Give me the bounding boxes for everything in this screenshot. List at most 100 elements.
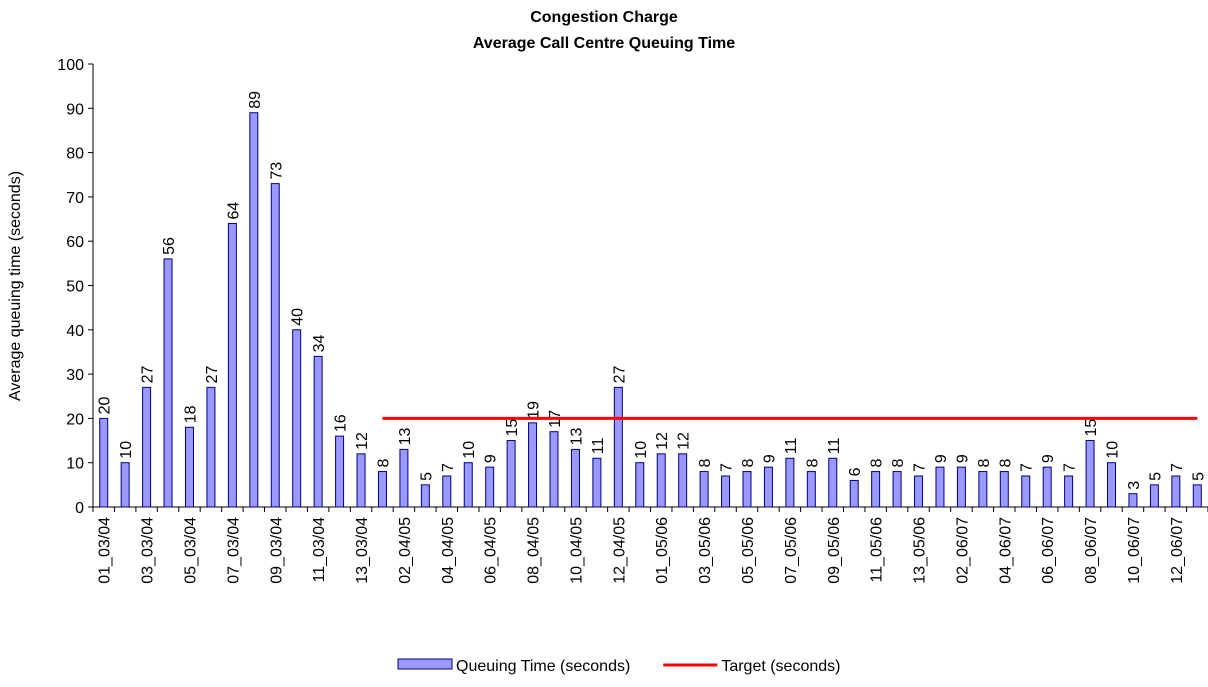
bar: [871, 471, 881, 508]
data-label: 10: [461, 441, 478, 459]
data-label: 10: [118, 441, 135, 459]
data-label: 27: [204, 365, 221, 383]
data-label: 3: [1126, 481, 1143, 490]
x-tick-label: 02_06/07: [954, 517, 971, 584]
data-label: 5: [1190, 472, 1207, 481]
bar: [635, 462, 645, 508]
bar: [206, 386, 216, 508]
y-axis-label: Average queuing time (seconds): [7, 171, 24, 401]
y-tick-label: 20: [66, 411, 84, 428]
bar: [335, 435, 345, 508]
x-tick-label: 11_05/06: [869, 517, 886, 583]
bar: [227, 222, 237, 508]
bar: [485, 466, 495, 508]
x-tick-label: 03_03/04: [140, 517, 157, 584]
bar: [442, 475, 452, 508]
data-label: 8: [997, 459, 1014, 468]
bar: [1128, 493, 1138, 508]
bar: [1085, 440, 1095, 508]
chart-subtitle: Average Call Centre Queuing Time: [473, 35, 735, 52]
data-label: 8: [740, 459, 757, 468]
x-tick-label: 12_06/07: [1169, 517, 1186, 584]
legend-label: Queuing Time (seconds): [456, 658, 630, 675]
bar: [1192, 484, 1202, 508]
data-label: 13: [397, 428, 414, 446]
y-tick-label: 80: [66, 146, 84, 163]
x-tick-label: 02_04/05: [397, 517, 414, 584]
x-tick-label: 09_05/06: [826, 517, 843, 584]
y-tick-label: 40: [66, 323, 84, 340]
data-label: 7: [719, 463, 736, 472]
bar: [914, 475, 924, 508]
bar: [763, 466, 773, 508]
bar: [377, 471, 387, 508]
data-label: 9: [761, 454, 778, 463]
bar: [292, 329, 302, 508]
y-tick-label: 90: [66, 101, 84, 118]
x-tick-label: 07_05/06: [783, 517, 800, 584]
bar: [699, 471, 709, 508]
data-label: 10: [1105, 441, 1122, 459]
x-tick-label: 05_05/06: [740, 517, 757, 584]
x-tick-label: 13_03/04: [354, 517, 371, 584]
data-label: 89: [247, 91, 264, 109]
data-label: 12: [676, 432, 693, 450]
bar: [721, 475, 731, 508]
bar: [120, 462, 130, 508]
bar: [313, 355, 323, 508]
legend-label: Target (seconds): [721, 658, 840, 675]
bar: [420, 484, 430, 508]
data-label: 18: [182, 405, 199, 423]
bar: [163, 258, 173, 508]
bar: [935, 466, 945, 508]
chart-title: Congestion Charge: [530, 9, 678, 26]
y-tick-label: 70: [66, 190, 84, 207]
x-tick-label: 08_06/07: [1083, 517, 1100, 584]
data-label: 6: [847, 467, 864, 476]
bar: [785, 457, 795, 508]
y-tick-label: 0: [75, 500, 84, 517]
x-tick-label: 12_04/05: [611, 517, 628, 584]
data-label: 10: [633, 441, 650, 459]
bar: [892, 471, 902, 508]
bar: [613, 386, 623, 508]
bar: [528, 422, 538, 508]
bar: [806, 471, 816, 508]
x-tick-label: 11_03/04: [311, 517, 328, 583]
x-tick-label: 10_04/05: [568, 517, 585, 584]
y-tick-label: 60: [66, 234, 84, 251]
bar: [1149, 484, 1159, 508]
data-label: 5: [1147, 472, 1164, 481]
data-label: 34: [311, 334, 328, 352]
bar: [678, 453, 688, 508]
x-tick-label: 03_05/06: [697, 517, 714, 584]
bar: [549, 431, 559, 508]
data-label: 7: [1062, 463, 1079, 472]
data-label: 19: [526, 401, 543, 419]
data-label: 9: [933, 454, 950, 463]
x-tick-label: 05_03/04: [182, 517, 199, 584]
y-tick-label: 50: [66, 279, 84, 296]
data-label: 7: [1169, 463, 1186, 472]
data-label: 40: [290, 308, 307, 326]
data-label: 27: [140, 365, 157, 383]
data-label: 9: [483, 454, 500, 463]
data-label: 64: [225, 202, 242, 220]
y-tick-label: 30: [66, 367, 84, 384]
x-tick-label: 08_04/05: [526, 517, 543, 584]
bar: [1064, 475, 1074, 508]
bar: [399, 448, 409, 508]
x-tick-label: 01_03/04: [97, 517, 114, 584]
x-tick-label: 04_06/07: [997, 517, 1014, 584]
data-label: 9: [1040, 454, 1057, 463]
data-label: 7: [912, 463, 929, 472]
data-label: 8: [804, 459, 821, 468]
data-label: 56: [161, 237, 178, 255]
data-label: 16: [333, 414, 350, 432]
bar: [956, 466, 966, 508]
bar: [506, 440, 516, 508]
bar: [270, 183, 280, 508]
bar: [592, 457, 602, 508]
